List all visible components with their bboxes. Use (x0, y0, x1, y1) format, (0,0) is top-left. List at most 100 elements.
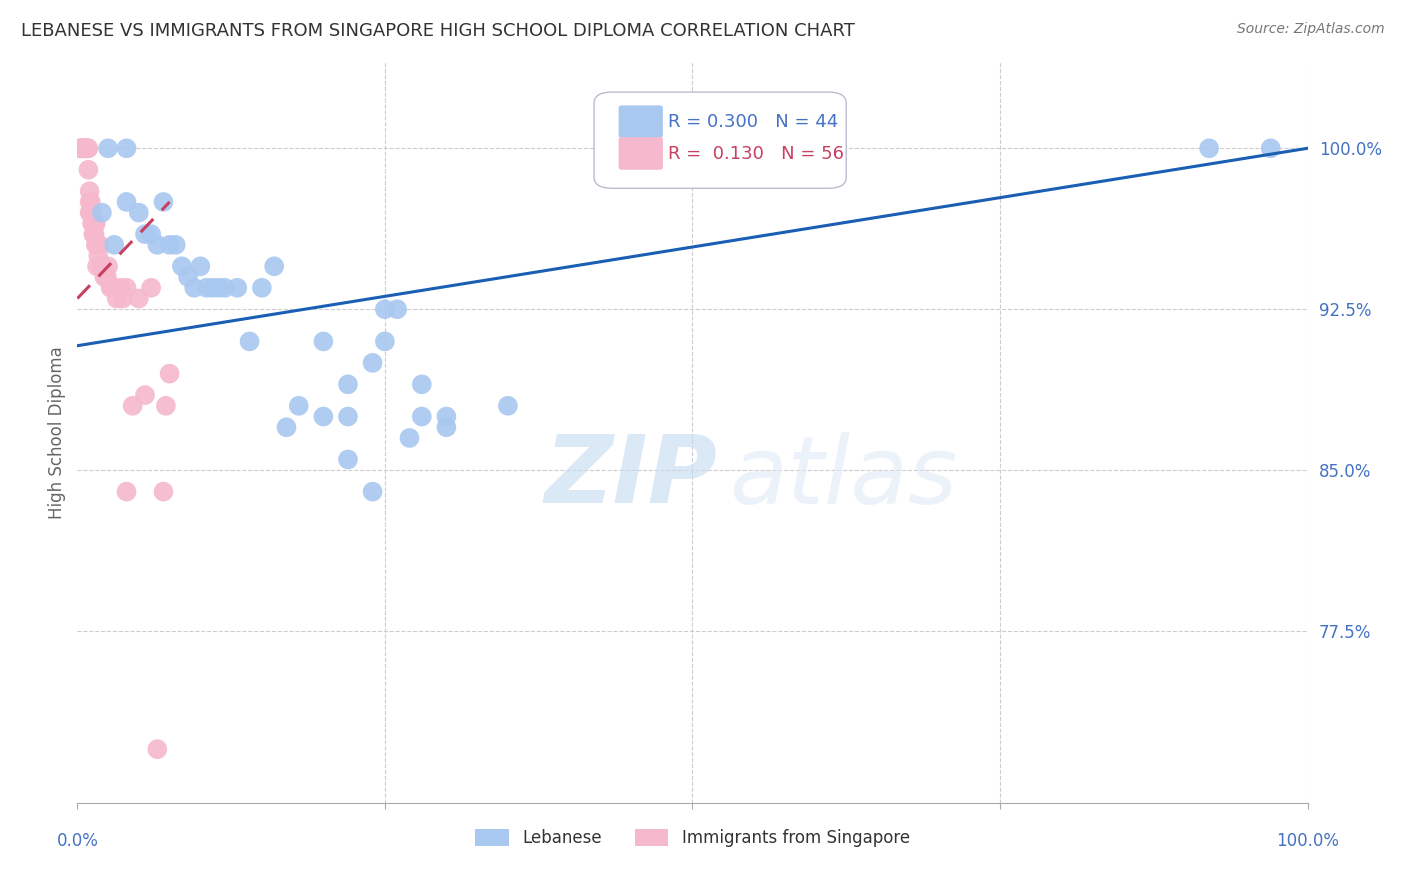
Point (89, 237, 111, 252)
Point (496, 399, 519, 413)
Point (374, 334, 396, 349)
Point (115, 484, 138, 499)
Point (195, 281, 218, 295)
Point (288, 399, 311, 413)
Point (111, 292, 134, 306)
Point (1260, 141, 1282, 155)
Text: 100.0%: 100.0% (1277, 832, 1339, 850)
Point (152, 194, 174, 209)
Point (79, 184, 101, 198)
Point (337, 377, 360, 392)
Point (250, 281, 273, 295)
Point (94, 270, 117, 285)
Point (69, 141, 91, 155)
Point (183, 281, 205, 295)
Point (128, 292, 150, 306)
Point (170, 260, 193, 274)
Point (76, 141, 98, 155)
Point (100, 281, 122, 295)
Point (361, 356, 384, 370)
Point (121, 399, 143, 413)
Point (436, 409, 458, 424)
Point (411, 409, 433, 424)
Point (385, 302, 409, 317)
Point (155, 399, 177, 413)
Point (361, 484, 384, 499)
Point (201, 281, 224, 295)
Point (134, 227, 156, 241)
Point (76, 141, 98, 155)
Point (90, 260, 112, 274)
Point (79, 205, 101, 219)
FancyBboxPatch shape (619, 105, 664, 138)
Point (103, 281, 125, 295)
Point (1198, 141, 1220, 155)
Point (141, 281, 163, 295)
Point (177, 270, 200, 285)
Point (82, 205, 104, 219)
Point (86, 260, 108, 274)
Text: 0.0%: 0.0% (56, 832, 98, 850)
Point (208, 281, 231, 295)
Point (128, 205, 150, 219)
Point (115, 281, 138, 295)
Point (70, 141, 93, 155)
Point (84, 237, 107, 252)
Point (312, 334, 335, 349)
Point (105, 292, 128, 306)
Text: ZIP: ZIP (546, 431, 717, 523)
Text: atlas: atlas (730, 432, 957, 523)
Point (188, 260, 212, 274)
Point (87, 249, 110, 263)
Point (72, 141, 94, 155)
Point (101, 281, 124, 295)
FancyBboxPatch shape (619, 137, 664, 169)
Point (152, 484, 174, 499)
Point (115, 194, 138, 209)
Point (374, 302, 396, 317)
Point (72, 141, 94, 155)
Point (110, 281, 132, 295)
Point (83, 216, 105, 230)
Point (80, 194, 103, 209)
Point (93, 270, 115, 285)
Point (97, 260, 120, 274)
Point (141, 227, 163, 241)
Point (146, 237, 169, 252)
Point (337, 452, 360, 467)
Point (90, 260, 114, 274)
Point (82, 216, 104, 230)
Point (103, 237, 125, 252)
Point (73, 141, 96, 155)
Point (82, 216, 104, 230)
Point (165, 237, 187, 252)
Point (86, 237, 108, 252)
Point (73, 141, 96, 155)
Point (97, 141, 120, 155)
Legend: Lebanese, Immigrants from Singapore: Lebanese, Immigrants from Singapore (468, 822, 917, 854)
Point (75, 141, 97, 155)
Point (398, 431, 420, 445)
Point (75, 141, 97, 155)
Point (91, 260, 114, 274)
Point (134, 388, 156, 402)
Text: Source: ZipAtlas.com: Source: ZipAtlas.com (1237, 22, 1385, 37)
Point (436, 420, 458, 434)
Point (411, 377, 433, 392)
Point (70, 141, 93, 155)
Point (226, 281, 249, 295)
Point (90, 205, 114, 219)
Point (276, 420, 298, 434)
Point (80, 205, 103, 219)
Text: LEBANESE VS IMMIGRANTS FROM SINGAPORE HIGH SCHOOL DIPLOMA CORRELATION CHART: LEBANESE VS IMMIGRANTS FROM SINGAPORE HI… (21, 22, 855, 40)
Point (159, 237, 181, 252)
Point (84, 216, 107, 230)
Point (115, 141, 138, 155)
FancyBboxPatch shape (595, 92, 846, 188)
Point (312, 409, 335, 424)
Point (263, 260, 285, 274)
Y-axis label: High School Diploma: High School Diploma (48, 346, 66, 519)
Point (79, 194, 101, 209)
Point (146, 742, 169, 756)
Point (159, 367, 181, 381)
